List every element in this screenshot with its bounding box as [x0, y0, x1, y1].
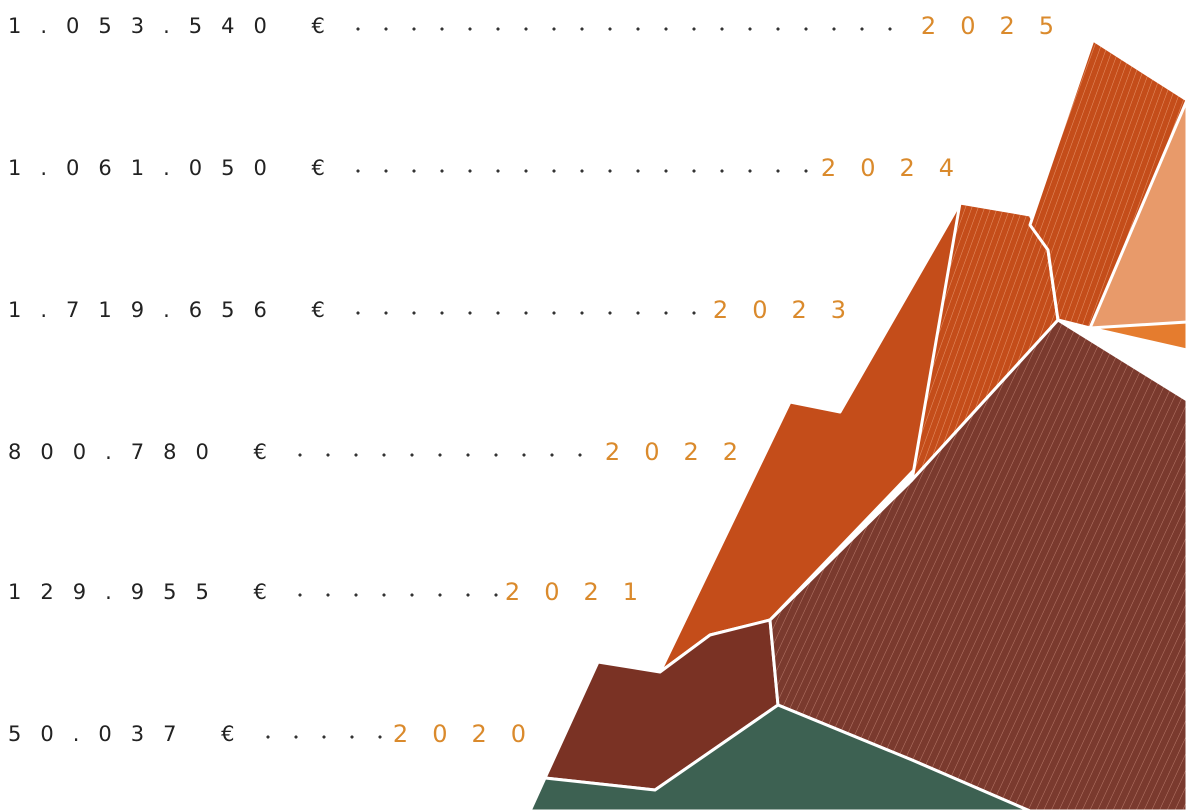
amount: 129.955 € [8, 580, 286, 604]
row: 129.955 €2021 [8, 572, 638, 612]
dot-leader [344, 168, 815, 174]
mountain-illustration [0, 0, 1187, 811]
dot-leader [286, 592, 499, 598]
row: 1.719.656 €2023 [8, 290, 846, 330]
dot-leader [344, 310, 707, 316]
year: 2023 [713, 296, 870, 324]
row: 1.053.540 €2025 [8, 6, 1054, 46]
dot-leader [286, 452, 599, 458]
amount: 800.780 € [8, 440, 286, 464]
amount: 50.037 € [8, 722, 254, 746]
page: 1.053.540 €2025 1.061.050 €2024 1.719.65… [0, 0, 1187, 811]
amount: 1.053.540 € [8, 14, 344, 38]
row: 800.780 €2022 [8, 432, 738, 472]
amount: 1.061.050 € [8, 156, 344, 180]
dot-leader [344, 26, 915, 32]
year: 2025 [921, 12, 1078, 40]
year: 2022 [605, 438, 762, 466]
row: 50.037 €2020 [8, 714, 526, 754]
amount: 1.719.656 € [8, 298, 344, 322]
year: 2024 [821, 154, 978, 182]
year: 2020 [393, 720, 550, 748]
row: 1.061.050 €2024 [8, 148, 954, 188]
year: 2021 [505, 578, 662, 606]
dot-leader [254, 734, 387, 740]
